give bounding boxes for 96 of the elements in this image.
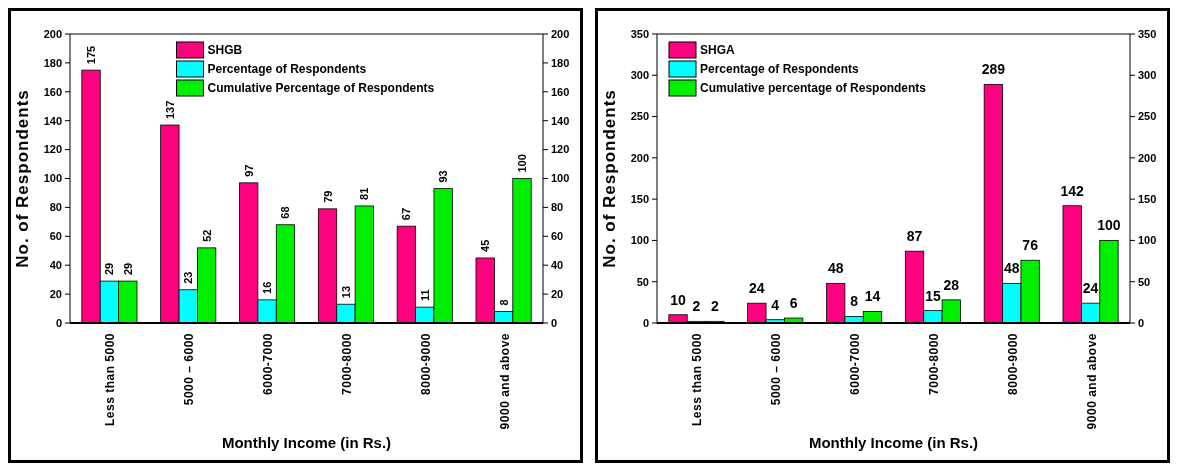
y2-tick-label: 20 — [551, 287, 564, 300]
x-tick-label: 9000 and above — [1084, 333, 1099, 430]
data-label: 24 — [749, 280, 765, 297]
y-tick-label: 140 — [43, 114, 62, 127]
legend-label: SHGB — [207, 43, 243, 57]
y2-tick-label: 350 — [1138, 27, 1157, 40]
data-label: 2 — [710, 298, 719, 315]
y2-tick-label: 160 — [551, 85, 570, 98]
data-label: 93 — [437, 170, 450, 183]
data-label: 23 — [182, 271, 195, 284]
x-tick-label: 5000 – 6000 — [182, 333, 197, 406]
data-label: 6 — [789, 295, 798, 312]
data-label: 100 — [515, 154, 528, 173]
data-label: 48 — [827, 260, 844, 277]
y-tick-label: 300 — [630, 69, 649, 82]
data-label: 11 — [418, 289, 431, 302]
legend-label: Percentage of Respondents — [700, 62, 860, 76]
data-label: 4 — [771, 296, 780, 313]
legend-label: SHGA — [700, 43, 735, 57]
y-tick-label: 160 — [43, 85, 62, 98]
y-axis-title: No. of Respondents — [13, 89, 32, 268]
y-tick-label: 0 — [55, 316, 62, 329]
y2-tick-label: 140 — [551, 114, 570, 127]
data-label: 52 — [200, 229, 213, 242]
data-label: 14 — [864, 288, 881, 305]
data-label: 142 — [1060, 182, 1085, 199]
x-tick-label: 6000-7000 — [261, 333, 276, 395]
data-label: 28 — [943, 276, 960, 293]
data-label: 79 — [321, 190, 334, 203]
y2-tick-label: 0 — [1138, 316, 1145, 329]
y-tick-label: 100 — [43, 172, 62, 185]
x-tick-label: 6000-7000 — [848, 333, 863, 395]
data-label: 137 — [163, 100, 176, 120]
x-tick-label: 7000-8000 — [926, 333, 941, 395]
y-axis-title: No. of Respondents — [600, 89, 619, 268]
y-tick-label: 180 — [43, 56, 62, 69]
y-tick-label: 200 — [43, 27, 62, 40]
y-tick-label: 0 — [642, 316, 649, 329]
data-label: 97 — [242, 164, 255, 177]
x-tick-label: 9000 and above — [497, 333, 512, 430]
data-label: 87 — [906, 228, 923, 245]
data-label: 45 — [479, 239, 492, 252]
data-label: 8 — [497, 299, 510, 306]
legend-label: Percentage of Respondents — [207, 62, 367, 76]
data-label: 24 — [1082, 280, 1099, 297]
x-axis-title: Monthly Income (in Rs.) — [221, 434, 392, 451]
x-tick-label: 8000-9000 — [1005, 333, 1020, 395]
y-tick-label: 120 — [43, 143, 62, 156]
data-label: 29 — [103, 262, 116, 276]
data-label: 2 — [692, 298, 701, 315]
data-label: 68 — [279, 206, 292, 219]
y-tick-label: 100 — [630, 234, 649, 247]
y2-tick-label: 40 — [551, 259, 564, 272]
y2-tick-label: 60 — [551, 230, 564, 243]
y2-tick-label: 150 — [1138, 192, 1157, 205]
y2-tick-label: 50 — [1138, 275, 1151, 288]
y2-tick-label: 120 — [551, 143, 570, 156]
y2-tick-label: 250 — [1138, 110, 1157, 123]
legend-label: Cumulative percentage of Respondents — [700, 81, 927, 95]
x-tick-label: 5000 – 6000 — [769, 333, 784, 406]
y2-tick-label: 300 — [1138, 69, 1157, 82]
legend-label: Cumulative Percentage of Respondents — [207, 81, 435, 95]
y-tick-label: 50 — [636, 275, 649, 288]
y2-tick-label: 200 — [1138, 151, 1157, 164]
y-tick-label: 60 — [49, 230, 62, 243]
y-tick-label: 350 — [630, 27, 649, 40]
data-label: 175 — [85, 45, 98, 65]
data-label: 81 — [358, 187, 371, 200]
x-axis-title: Monthly Income (in Rs.) — [808, 434, 979, 451]
y-tick-label: 20 — [49, 287, 62, 300]
y-tick-label: 250 — [630, 110, 649, 123]
data-label: 15 — [925, 287, 941, 304]
x-tick-label: 8000-9000 — [418, 333, 433, 395]
data-label: 29 — [121, 262, 134, 276]
y2-tick-label: 100 — [551, 172, 570, 185]
x-tick-label: 7000-8000 — [339, 333, 354, 395]
y2-tick-label: 180 — [551, 56, 570, 69]
data-label: 16 — [261, 281, 274, 294]
data-label: 48 — [1003, 260, 1020, 277]
y2-tick-label: 0 — [551, 316, 558, 329]
y2-tick-label: 100 — [1138, 234, 1157, 247]
y-tick-label: 80 — [49, 201, 62, 214]
data-label: 76 — [1022, 237, 1039, 254]
data-label: 8 — [850, 293, 859, 310]
data-label: 13 — [339, 285, 352, 299]
data-label: 100 — [1097, 217, 1121, 234]
data-label: 289 — [981, 61, 1006, 78]
data-label: 67 — [400, 207, 413, 221]
y-tick-label: 200 — [630, 151, 649, 164]
y2-tick-label: 80 — [551, 201, 564, 214]
y-tick-label: 150 — [630, 192, 649, 205]
data-label: 10 — [670, 291, 687, 308]
x-tick-label: Less than 5000 — [103, 333, 118, 427]
y-tick-label: 40 — [49, 259, 62, 272]
x-tick-label: Less than 5000 — [690, 333, 705, 427]
y2-tick-label: 200 — [551, 27, 570, 40]
